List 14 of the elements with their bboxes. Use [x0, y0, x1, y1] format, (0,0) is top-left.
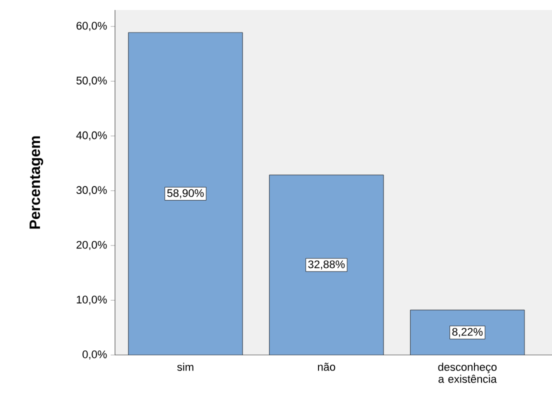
y-tick-label: 20,0%	[76, 240, 107, 250]
y-axis-title: Percentagem	[30, 136, 44, 229]
y-tick-label: 50,0%	[76, 76, 107, 86]
y-tick-label: 40,0%	[76, 131, 107, 141]
x-tick-label: sim	[177, 362, 194, 371]
y-tick-label: 30,0%	[76, 186, 107, 196]
data-label: 32,88%	[308, 260, 345, 270]
y-tick-label: 60,0%	[76, 22, 107, 31]
data-label: 8,22%	[452, 328, 483, 338]
y-tick-label: 10,0%	[76, 296, 107, 305]
data-label: 58,90%	[167, 189, 204, 198]
y-tick-label: 0,0%	[82, 350, 107, 360]
x-tick-label: desconheço a existência	[438, 362, 497, 383]
x-tick-label: não	[318, 362, 336, 371]
